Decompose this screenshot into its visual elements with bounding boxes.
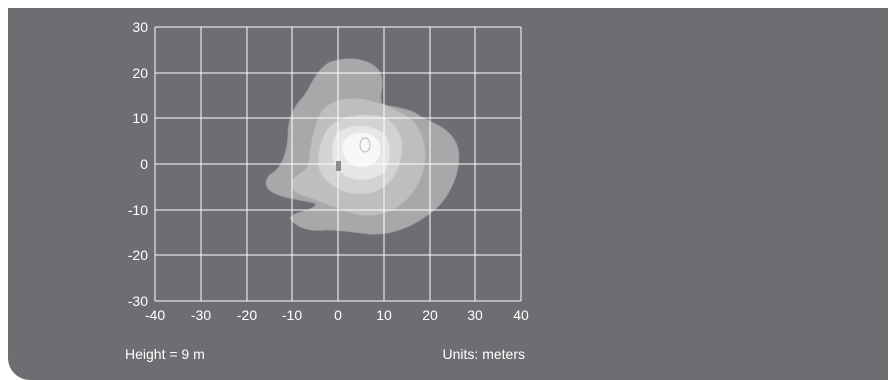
- x-tick-label: -20: [236, 307, 258, 323]
- contours: [265, 58, 460, 235]
- y-tick-label: 30: [132, 19, 148, 35]
- x-tick-label: -40: [144, 307, 166, 323]
- x-tick-label: 10: [376, 307, 392, 323]
- x-tick-label: 0: [334, 307, 342, 323]
- x-tick-label: -30: [190, 307, 212, 323]
- x-tick-label: 20: [422, 307, 438, 323]
- height-note: Height = 9 m: [125, 346, 205, 362]
- y-tick-label: -20: [127, 247, 148, 263]
- x-tick-label: 30: [467, 307, 483, 323]
- y-tick-label: 0: [140, 156, 148, 172]
- y-tick-label: 20: [132, 65, 148, 81]
- x-tick-label: -10: [281, 307, 303, 323]
- y-tick-label: 10: [132, 110, 148, 126]
- x-tick-label: 40: [513, 307, 529, 323]
- y-tick-label: -30: [127, 293, 148, 309]
- peak-ring: [359, 137, 371, 153]
- units-note: Units: meters: [442, 346, 525, 362]
- y-tick-label: -10: [127, 202, 148, 218]
- source-marker: [336, 161, 341, 171]
